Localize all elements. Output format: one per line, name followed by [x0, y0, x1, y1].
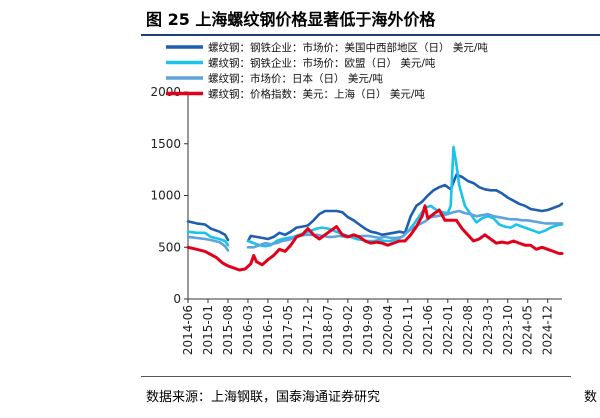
x-tick-label: 2020-11	[401, 305, 415, 355]
x-tick-label: 2017-05	[281, 305, 295, 355]
chart-axes: 0 500 1000 1500 2000 2014-06 2015-01 2015-08 201…	[150, 85, 562, 355]
x-tick-label: 2015-08	[221, 305, 235, 355]
y-tick-label: 1000	[150, 189, 181, 203]
figure-title: 图 25 上海螺纹钢价格显著低于海外价格	[146, 10, 436, 29]
legend-entry-4: 螺纹钢：价格指数：美元：上海（日） 美元/吨	[208, 88, 425, 101]
x-tick-label: 2014-06	[181, 305, 195, 355]
x-tick-label: 2019-09	[361, 305, 375, 355]
x-tick-label: 2021-06	[421, 305, 435, 355]
y-tick-label: 2000	[150, 85, 181, 99]
series-line-3	[186, 209, 564, 252]
clipped-neighbor-text: 数	[584, 390, 598, 405]
x-tick-label: 2016-10	[261, 305, 275, 355]
x-tick-label: 2024-05	[521, 305, 535, 355]
neighbor-title-divider	[588, 34, 600, 36]
legend-entry-2: 螺纹钢：钢铁企业：市场价：欧盟（日） 美元/吨	[208, 57, 436, 70]
x-tick-label: 2019-02	[341, 305, 355, 355]
x-tick-label: 2016-03	[241, 305, 255, 355]
source-divider	[141, 376, 571, 377]
x-tick-label: 2018-07	[321, 305, 335, 355]
x-tick-label: 2023-03	[481, 305, 495, 355]
series-line-4	[186, 204, 564, 272]
chart-legend: 螺纹钢：钢铁企业：市场价：美国中西部地区（日） 美元/吨螺纹钢：钢铁企业：市场价…	[166, 41, 488, 101]
x-tick-label: 2020-04	[381, 305, 395, 355]
chart-series-lines	[186, 145, 564, 272]
title-divider	[141, 34, 600, 36]
y-tick-label: 1500	[150, 137, 181, 151]
x-tick-label: 2022-08	[461, 305, 475, 355]
series-line-1	[186, 173, 564, 243]
legend-entry-3: 螺纹钢：市场价：日本（日） 美元/吨	[208, 72, 383, 85]
y-tick-label: 0	[173, 292, 181, 306]
x-tick-label: 2022-01	[441, 305, 455, 355]
x-tick-label: 2015-01	[201, 305, 215, 355]
source-note: 数据来源：上海钢联，国泰海通证券研究	[146, 390, 381, 405]
x-tick-label: 2024-12	[541, 305, 555, 355]
x-tick-label: 2023-10	[501, 305, 515, 355]
legend-entry-1: 螺纹钢：钢铁企业：市场价：美国中西部地区（日） 美元/吨	[208, 41, 488, 54]
x-tick-label: 2017-12	[301, 305, 315, 355]
y-tick-label: 500	[158, 240, 181, 254]
